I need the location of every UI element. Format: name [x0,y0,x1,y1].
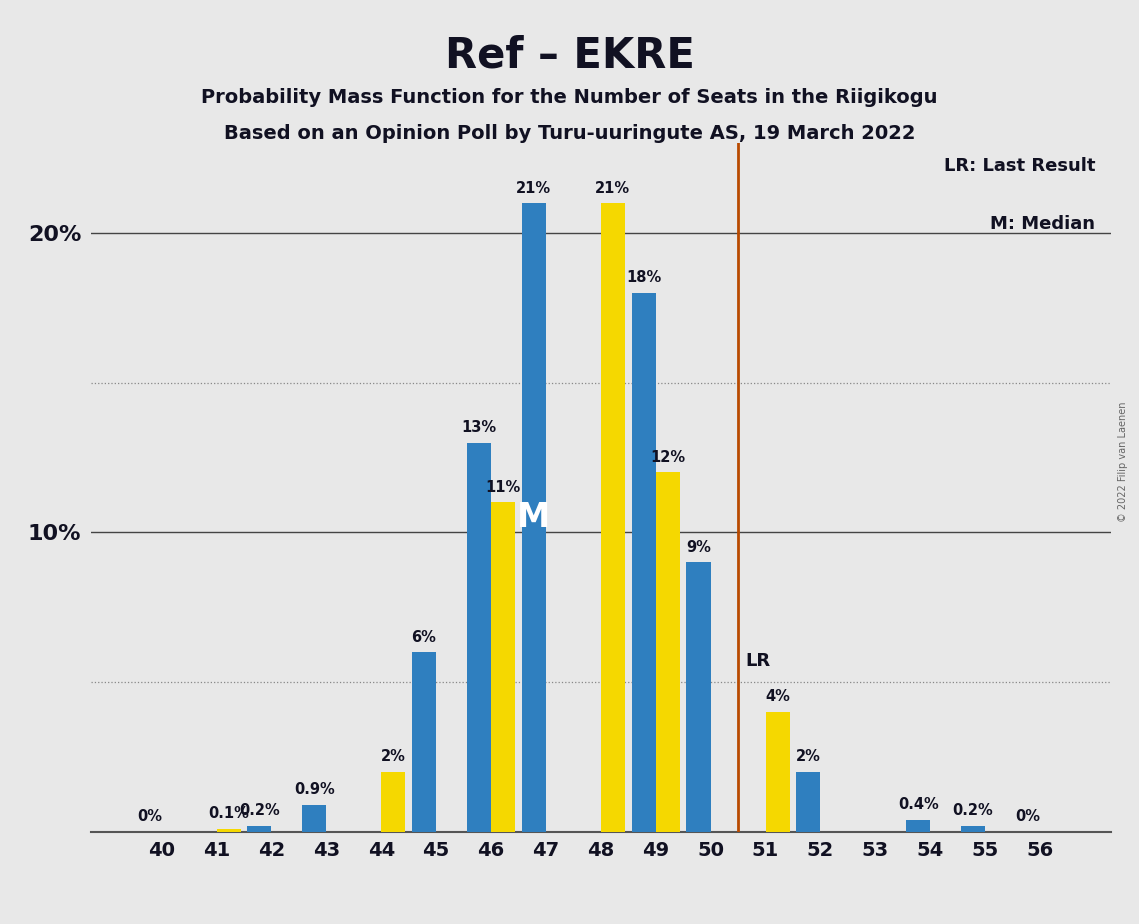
Text: 0.2%: 0.2% [239,803,280,818]
Bar [656,472,680,832]
Bar [601,203,625,832]
Text: 0.2%: 0.2% [952,803,993,818]
Bar [522,203,546,832]
Text: © 2022 Filip van Laenen: © 2022 Filip van Laenen [1117,402,1128,522]
Bar [382,772,405,832]
Bar [765,711,789,832]
Text: M: M [517,501,550,534]
Bar [491,503,515,832]
Text: 0%: 0% [137,809,162,824]
Text: Based on an Opinion Poll by Turu-uuringute AS, 19 March 2022: Based on an Opinion Poll by Turu-uuringu… [223,124,916,143]
Text: LR: LR [745,652,770,670]
Bar [687,562,711,832]
Bar [906,820,931,832]
Bar [467,443,491,832]
Text: 0%: 0% [1016,809,1040,824]
Text: 11%: 11% [485,480,521,495]
Text: 2%: 2% [796,749,821,764]
Bar [631,293,656,832]
Bar [247,826,271,832]
Bar [302,805,326,832]
Text: 0.1%: 0.1% [208,806,249,821]
Text: 18%: 18% [626,271,662,286]
Text: 0.4%: 0.4% [898,797,939,812]
Text: 9%: 9% [686,540,711,554]
Text: 0.9%: 0.9% [294,783,335,797]
Text: 4%: 4% [765,689,790,704]
Text: M: Median: M: Median [990,215,1096,234]
Text: 21%: 21% [516,180,551,196]
Text: Ref – EKRE: Ref – EKRE [444,34,695,76]
Bar [216,829,240,832]
Text: LR: Last Result: LR: Last Result [944,157,1096,175]
Bar [796,772,820,832]
Text: 2%: 2% [380,749,405,764]
Text: 12%: 12% [650,450,686,465]
Text: 13%: 13% [461,420,497,435]
Bar [961,826,985,832]
Text: Probability Mass Function for the Number of Seats in the Riigikogu: Probability Mass Function for the Number… [202,88,937,107]
Text: 21%: 21% [596,180,631,196]
Text: 6%: 6% [411,629,436,645]
Bar [412,652,436,832]
